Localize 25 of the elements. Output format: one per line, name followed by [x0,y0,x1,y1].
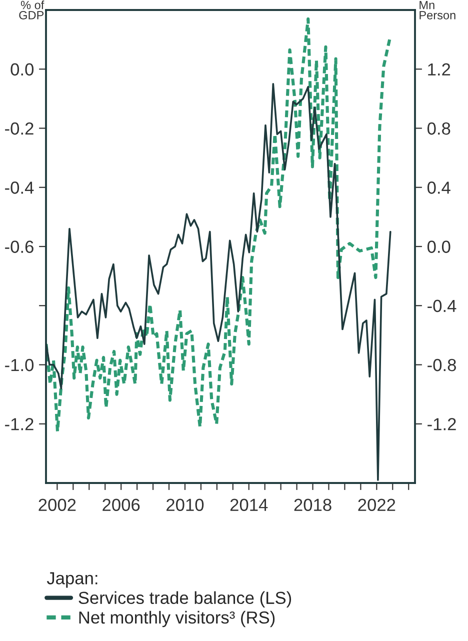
legend-label: Net monthly visitors³ (RS) [79,610,275,628]
y2-tick-label: -0.8 [428,358,456,372]
y-tick-label: -0.2 [5,122,34,135]
y-tick-label: -1.0 [5,358,34,372]
x-tick-label: 2018 [294,498,332,512]
y2-axis-title: Mn Person [420,0,456,20]
x-tick-label: 2002 [38,498,76,512]
x-tick-label: 2014 [230,498,268,512]
legend-title: Japan: [46,572,98,588]
y-axis-title: % of GDP [19,0,44,20]
y2-tick-label: 1.2 [428,63,450,76]
y2-tick-label: -0.4 [428,300,456,312]
y-tick-label: -0.4 [5,182,34,194]
line-series [46,17,392,433]
legend-label: Services trade balance (LS) [78,591,292,608]
y2-tick-label: 0.0 [427,240,450,253]
y2-tick-label: 0.8 [427,122,450,135]
x-tick-label: 2006 [102,498,140,512]
y2-tick-label: 0.4 [427,182,450,194]
x-tick-label: 2010 [166,498,204,512]
y2-tick-label: -1.2 [428,418,456,430]
y-tick-label: -1.2 [5,418,34,430]
y-tick-label: 0.0 [10,63,34,76]
x-tick-label: 2022 [358,498,396,512]
y-tick-label: -0.6 [5,240,34,253]
